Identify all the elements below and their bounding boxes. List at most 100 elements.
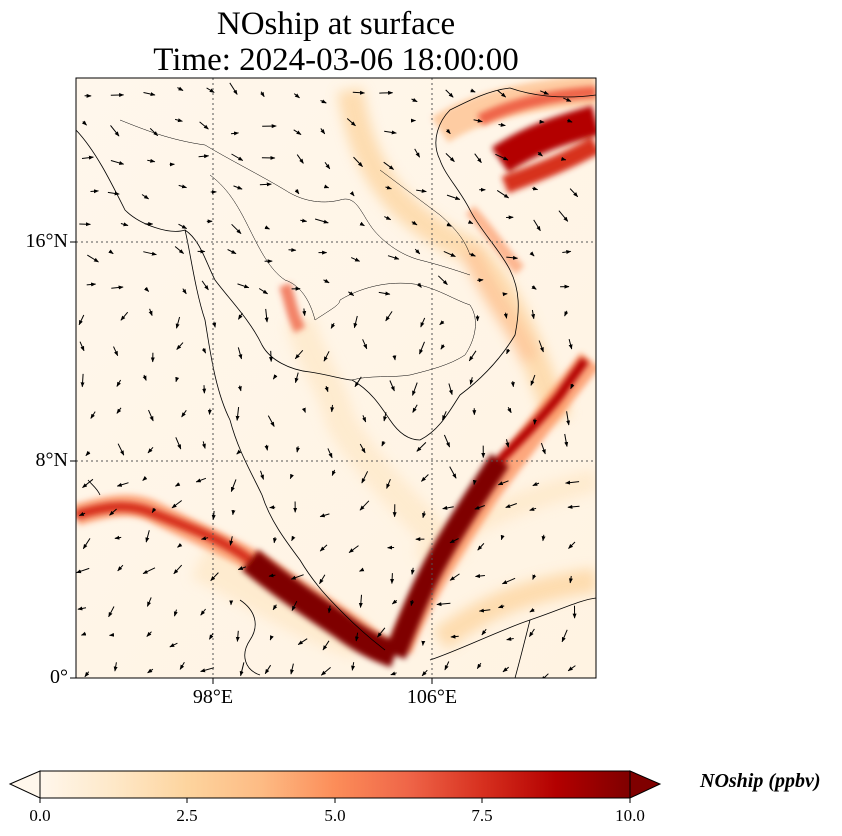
wind-arrow bbox=[289, 473, 294, 480]
wind-arrow bbox=[142, 567, 156, 575]
wind-arrow bbox=[354, 376, 362, 388]
wind-arrow bbox=[506, 255, 518, 260]
wind-arrow bbox=[348, 291, 355, 297]
wind-arrow bbox=[501, 577, 516, 585]
wind-arrow bbox=[237, 385, 242, 392]
wind-arrow bbox=[540, 673, 549, 678]
wind-arrow bbox=[81, 120, 87, 126]
colorbar-tick-2-5: 2.5 bbox=[176, 806, 198, 825]
wind-arrow bbox=[354, 632, 359, 642]
map-plot bbox=[70, 77, 597, 684]
wind-arrow bbox=[195, 477, 207, 483]
wind-arrow bbox=[416, 188, 427, 193]
wind-arrow bbox=[173, 609, 178, 617]
wind-arrow bbox=[500, 534, 505, 541]
wind-arrow bbox=[177, 86, 184, 91]
wind-arrow bbox=[448, 383, 453, 396]
wind-arrow bbox=[562, 249, 572, 254]
wind-arrow bbox=[175, 437, 182, 450]
wind-arrow bbox=[385, 185, 392, 190]
wind-arrow bbox=[300, 218, 308, 223]
colorbar-tick-7-5: 7.5 bbox=[471, 806, 493, 825]
lon-label-106e: 106°E bbox=[406, 686, 458, 708]
wind-arrow bbox=[561, 629, 568, 643]
wind-arrow bbox=[269, 635, 274, 641]
wind-arrow bbox=[529, 608, 535, 613]
wind-arrow bbox=[362, 339, 368, 350]
wind-arrow bbox=[359, 567, 365, 572]
wind-arrow bbox=[444, 661, 450, 671]
wind-arrow bbox=[235, 630, 240, 642]
wind-arrow bbox=[264, 664, 272, 675]
wind-arrow bbox=[146, 631, 152, 637]
wind-arrow bbox=[116, 482, 129, 487]
wind-arrow bbox=[327, 448, 333, 459]
wind-arrow bbox=[475, 574, 485, 579]
colorbar-tick-10: 10.0 bbox=[615, 806, 645, 825]
map-title-line2: Time: 2024-03-06 18:00:00 bbox=[153, 42, 519, 78]
colorbar-label: NOship (ppbv) bbox=[700, 770, 821, 792]
wind-arrow bbox=[449, 538, 459, 544]
wind-arrow bbox=[320, 667, 331, 676]
wind-arrow bbox=[120, 311, 129, 321]
wind-arrow bbox=[348, 545, 359, 554]
wind-arrow bbox=[410, 599, 415, 607]
wind-arrow bbox=[87, 254, 99, 263]
wind-arrow bbox=[474, 153, 482, 164]
wind-arrow bbox=[145, 530, 150, 543]
wind-arrow bbox=[384, 130, 397, 135]
coastlines bbox=[76, 87, 596, 678]
wind-arrow bbox=[174, 246, 184, 254]
wind-arrow bbox=[173, 564, 183, 575]
wind-arrow bbox=[314, 218, 329, 224]
wind-arrow bbox=[469, 377, 474, 385]
wind-arrow bbox=[322, 640, 330, 651]
wind-arrow bbox=[319, 544, 328, 552]
lat-label-8n: 8°N bbox=[35, 449, 68, 471]
wind-arrow bbox=[442, 411, 447, 421]
wind-arrow bbox=[390, 573, 395, 584]
wind-arrow bbox=[82, 538, 91, 550]
wind-arrow bbox=[569, 188, 579, 198]
wind-arrow bbox=[510, 381, 515, 388]
wind-arrow bbox=[76, 567, 90, 574]
wind-arrow bbox=[449, 466, 457, 479]
wind-arrow bbox=[319, 513, 330, 518]
wind-arrow bbox=[147, 158, 156, 163]
wind-arrow bbox=[82, 478, 94, 488]
wind-arrow bbox=[503, 312, 508, 319]
wind-arrow bbox=[235, 407, 240, 421]
wind-arrow bbox=[200, 667, 215, 673]
wind-arrow bbox=[179, 662, 185, 670]
wind-arrow bbox=[293, 93, 300, 99]
lat-label-0: 0° bbox=[50, 666, 68, 688]
wind-arrow bbox=[497, 90, 507, 98]
wind-arrow bbox=[199, 121, 209, 130]
wind-arrow bbox=[320, 99, 327, 104]
wind-arrow bbox=[201, 536, 209, 541]
wind-arrow bbox=[146, 597, 152, 607]
wind-arrow bbox=[450, 634, 459, 639]
lat-label-16n: 16°N bbox=[25, 230, 68, 252]
wind-arrow bbox=[506, 348, 511, 355]
wind-arrow bbox=[80, 631, 87, 636]
wind-arrow bbox=[237, 283, 250, 289]
wind-arrow bbox=[84, 671, 90, 678]
wind-arrow bbox=[505, 439, 510, 448]
wind-arrow bbox=[175, 316, 181, 329]
wind-arrow bbox=[108, 249, 114, 255]
wind-arrow bbox=[361, 471, 369, 484]
wind-arrow bbox=[211, 510, 216, 520]
wind-arrow bbox=[567, 665, 576, 672]
wind-arrow bbox=[449, 573, 460, 581]
wind-arrow bbox=[387, 255, 400, 260]
wind-arrow bbox=[570, 383, 575, 390]
wind-arrow bbox=[346, 118, 356, 127]
wind-arrow bbox=[117, 443, 125, 456]
wind-arrow bbox=[386, 479, 391, 489]
wind-arrow bbox=[564, 310, 569, 317]
wind-arrow bbox=[530, 374, 536, 386]
wind-arrow bbox=[529, 251, 535, 257]
wind-arrow bbox=[436, 602, 451, 607]
wind-arrow bbox=[390, 671, 397, 676]
